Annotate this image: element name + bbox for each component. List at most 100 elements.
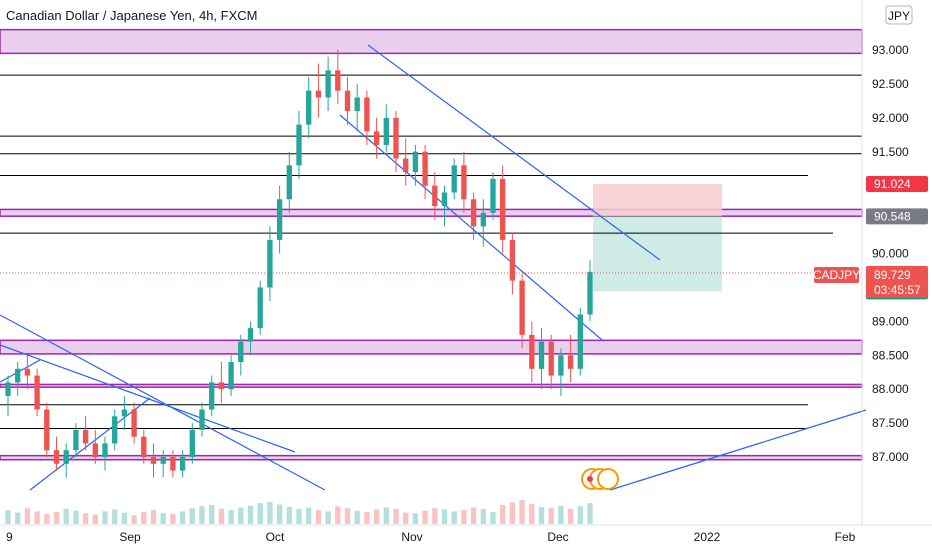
- volume-bar: [422, 510, 428, 524]
- candle-body: [344, 90, 351, 112]
- candle-body: [5, 382, 11, 396]
- volume-bar: [354, 510, 360, 524]
- volume-bar: [577, 506, 583, 524]
- time-tick-label: 2022: [694, 530, 721, 544]
- volume-bar: [509, 502, 516, 524]
- candle-body: [286, 165, 292, 200]
- volume-bar: [218, 508, 225, 524]
- current-price-box: [866, 266, 928, 298]
- candle-body: [538, 341, 545, 369]
- candle-body: [209, 382, 215, 410]
- volume-bar: [500, 505, 506, 524]
- volume-bar: [315, 510, 322, 524]
- candle-body: [490, 178, 496, 213]
- horizontal-levels: [0, 74, 862, 430]
- candle-body: [141, 436, 147, 457]
- volume-bar: [296, 508, 302, 524]
- time-tick-label: Oct: [266, 530, 285, 544]
- time-tick-label: Nov: [401, 530, 422, 544]
- volume-bar: [373, 509, 380, 524]
- candle-body: [238, 341, 244, 363]
- zone-band: [0, 339, 863, 355]
- current-price-tag: 89.729 03:45:57: [866, 266, 928, 298]
- price-scale[interactable]: 93.000 92.500 92.000 91.500 90.000 89.000 88.5…: [813, 0, 928, 525]
- volume-bar: [393, 508, 399, 524]
- candle-body: [102, 443, 108, 457]
- volume-bar: [82, 513, 89, 524]
- candle-body: [228, 362, 234, 390]
- volume-bar: [228, 510, 234, 524]
- trend-line: [0, 314, 326, 491]
- short-position-tool[interactable]: [593, 184, 722, 292]
- volume-bar: [73, 510, 79, 524]
- candle-body: [373, 131, 380, 145]
- candle-body: [567, 355, 574, 369]
- candle-body: [315, 90, 322, 98]
- time-tick-label: Sep: [119, 530, 141, 544]
- candle-body: [296, 124, 302, 166]
- candle-body: [558, 355, 564, 376]
- trend-line: [0, 344, 296, 453]
- price-tick-label: 89.000: [872, 314, 909, 328]
- candle-body: [44, 409, 50, 451]
- candle-body: [441, 192, 448, 207]
- candle-body: [306, 90, 312, 125]
- volume-bars: [5, 500, 593, 524]
- price-tick-label: 92.500: [872, 77, 909, 91]
- candle-body: [403, 158, 409, 173]
- event-dot-icon: [587, 476, 593, 482]
- volume-bar: [53, 512, 60, 524]
- price-tick-label: 90.000: [872, 247, 909, 261]
- take-profit-zone: [593, 216, 722, 292]
- candle-body: [529, 334, 535, 369]
- trend-lines: [0, 44, 867, 491]
- candle-body: [24, 368, 31, 376]
- candle-body: [470, 199, 477, 227]
- volume-bar: [141, 512, 147, 524]
- volume-bar: [15, 512, 21, 524]
- volume-bar: [325, 511, 331, 524]
- volume-bar: [160, 513, 166, 524]
- time-tick-label: Feb: [835, 530, 856, 544]
- candle-body: [267, 239, 273, 288]
- trend-line: [367, 44, 661, 261]
- price-tag-label: 91.024: [874, 177, 911, 191]
- volume-bar: [480, 508, 486, 524]
- candle-body: [509, 239, 516, 281]
- candle-body: [92, 443, 98, 457]
- time-scale[interactable]: 9 Sep Oct Nov Dec 2022 Feb: [0, 524, 932, 544]
- currency-badge[interactable]: JPY: [885, 5, 913, 25]
- symbol-label: CADJPY: [813, 268, 860, 282]
- volume-bar: [179, 511, 186, 524]
- candle-body: [218, 382, 225, 390]
- volume-bar: [276, 504, 283, 524]
- candle-body: [150, 457, 157, 464]
- support-resistance-zones: [0, 28, 863, 461]
- volume-bar: [538, 506, 545, 524]
- candle-body: [73, 429, 79, 451]
- volume-bar: [24, 508, 31, 524]
- price-tag-box: [866, 208, 928, 225]
- candle-body: [412, 151, 419, 173]
- candle-body: [354, 97, 360, 112]
- volume-bar: [63, 508, 69, 524]
- candle-body: [480, 212, 486, 227]
- event-markers[interactable]: [581, 468, 619, 490]
- volume-bar: [548, 508, 554, 524]
- symbol-tag-box: [814, 267, 859, 283]
- volume-bar: [364, 512, 370, 524]
- volume-bar: [490, 512, 496, 524]
- stop-loss-zone: [593, 184, 722, 217]
- candle-body: [325, 70, 331, 98]
- volume-bar: [306, 507, 312, 524]
- event-marker-icon[interactable]: [597, 468, 619, 490]
- time-tick-label: Dec: [547, 530, 568, 544]
- volume-bar: [344, 508, 351, 524]
- chart-title: Canadian Dollar / Japanese Yen, 4h, FXCM: [6, 8, 258, 23]
- price-tick-label: 88.000: [872, 382, 909, 396]
- candle-body: [451, 165, 457, 193]
- candle-body: [519, 280, 525, 335]
- candle-body: [257, 287, 263, 329]
